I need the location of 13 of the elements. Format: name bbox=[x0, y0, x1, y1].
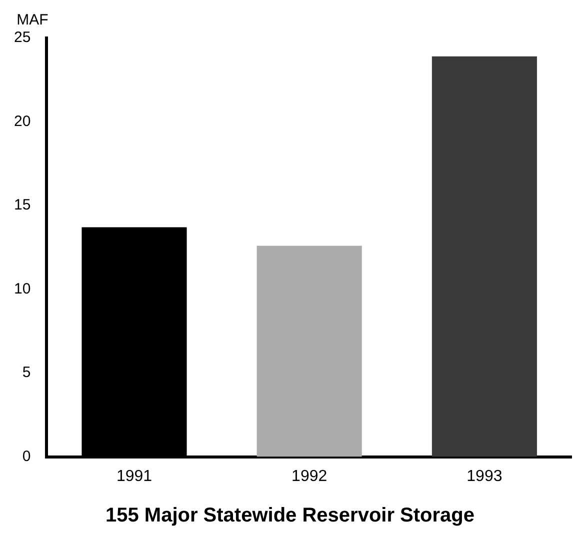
x-tick-label: 1992 bbox=[292, 468, 328, 485]
y-tick-label: 10 bbox=[14, 280, 31, 298]
bar bbox=[432, 56, 537, 457]
x-tick-label: 1993 bbox=[466, 468, 502, 485]
x-tick-label: 1991 bbox=[116, 468, 152, 485]
y-tick-label: 25 bbox=[14, 29, 31, 46]
y-tick-label: 15 bbox=[14, 196, 31, 214]
y-axis-title: MAF bbox=[16, 12, 48, 29]
y-tick-label: 20 bbox=[14, 112, 31, 130]
text: 155 Major Statewide Reservoir Storage bbox=[105, 504, 475, 527]
y-tick-label: 5 bbox=[22, 364, 31, 382]
bar bbox=[256, 246, 362, 457]
y-tick-label: 0 bbox=[22, 448, 31, 465]
